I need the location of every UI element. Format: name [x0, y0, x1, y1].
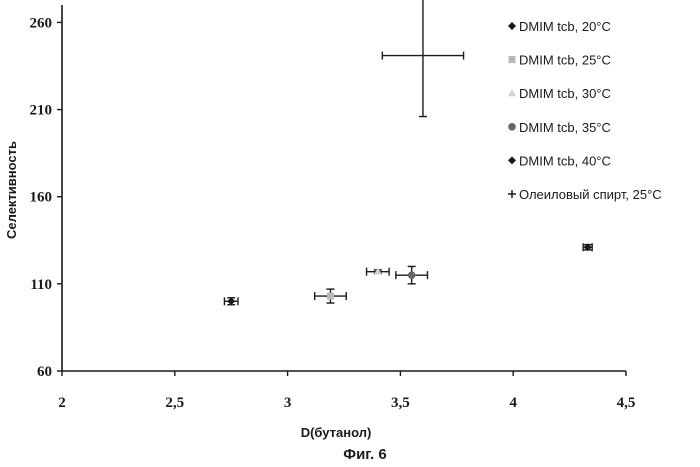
- legend-label: DMIM tcb, 30°C: [519, 86, 611, 101]
- x-tick-label: 2: [58, 395, 66, 411]
- legend-marker: [508, 156, 516, 165]
- legend: DMIM tcb, 20°C DMIM tcb, 25°C DMIM tcb, 30…: [508, 19, 662, 202]
- data-point: [395, 265, 429, 285]
- legend-label: DMIM tcb, 35°C: [519, 120, 611, 135]
- legend-marker: [508, 123, 516, 131]
- legend-item: DMIM tcb, 25°C: [508, 53, 611, 68]
- x-tick-label: 3: [284, 395, 292, 411]
- data-markers: [223, 0, 593, 306]
- legend-marker: [508, 89, 516, 97]
- y-tick-label: 210: [30, 103, 53, 119]
- data-point: [313, 288, 347, 304]
- data-point: [381, 0, 465, 118]
- data-marker: [407, 271, 416, 279]
- x-tick-label: 4: [509, 395, 517, 411]
- legend-item: DMIM tcb, 40°C: [508, 153, 611, 168]
- legend-marker: [508, 56, 516, 64]
- y-tick-label: 260: [30, 15, 53, 31]
- data-marker: [583, 243, 592, 252]
- legend-marker: [508, 190, 516, 198]
- plot-area: 2 2,5 3 3,5 4 4,5 60 110 160 210 260: [30, 0, 635, 411]
- legend-item: Олеиловый спирт, 25°C: [508, 187, 662, 202]
- legend-item: DMIM tcb, 30°C: [508, 86, 611, 101]
- data-point: [223, 297, 239, 306]
- figure-caption: Фиг. 6: [343, 446, 386, 463]
- data-marker: [227, 297, 236, 306]
- data-point: [582, 243, 593, 252]
- y-tick-label: 60: [37, 364, 52, 380]
- y-tick-label: 110: [30, 277, 52, 293]
- legend-label: Олеиловый спирт, 25°C: [519, 187, 662, 202]
- x-tick-label: 4,5: [617, 395, 636, 411]
- legend-marker: [508, 22, 516, 30]
- legend-label: DMIM tcb, 25°C: [519, 53, 611, 68]
- legend-label: DMIM tcb, 40°C: [519, 153, 611, 168]
- x-axis-ticks: 2 2,5 3 3,5 4 4,5: [58, 371, 635, 411]
- legend-label: DMIM tcb, 20°C: [519, 19, 611, 34]
- x-axis-label: D(бутанол): [301, 425, 372, 440]
- y-tick-label: 160: [30, 190, 53, 206]
- y-axis-label: Селективность: [4, 141, 19, 239]
- x-tick-label: 3,5: [391, 395, 410, 411]
- data-marker: [373, 267, 382, 275]
- legend-item: DMIM tcb, 20°C: [508, 19, 611, 34]
- y-axis-ticks: 60 110 160 210 260: [30, 15, 62, 380]
- x-tick-label: 2,5: [165, 395, 184, 411]
- legend-item: DMIM tcb, 35°C: [508, 120, 611, 135]
- data-point: [365, 267, 390, 276]
- data-marker: [326, 292, 334, 300]
